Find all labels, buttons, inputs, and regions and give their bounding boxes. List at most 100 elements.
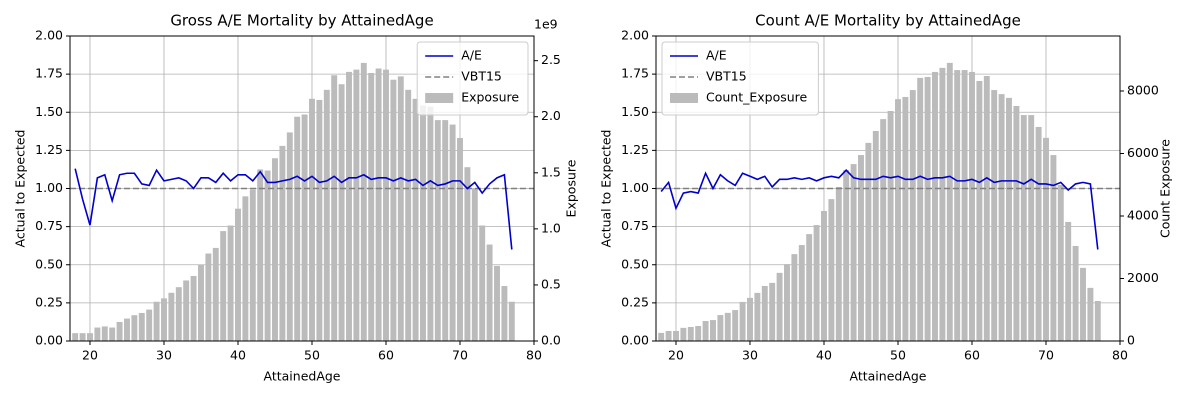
bar (501, 286, 508, 341)
bar (412, 98, 419, 341)
bar (710, 320, 716, 341)
legend-label: Count_Exposure (706, 90, 808, 105)
bar (146, 309, 153, 341)
bar (695, 326, 702, 341)
bar (87, 333, 93, 341)
bar (153, 301, 160, 341)
bar (872, 131, 879, 341)
bar (902, 96, 909, 341)
y2-axis-label: Count Exposure (1158, 139, 1173, 238)
y-tick-label: 2.00 (35, 28, 63, 43)
bar (946, 62, 953, 341)
bar (316, 99, 323, 342)
bar (1065, 221, 1072, 341)
bar (427, 106, 434, 342)
y-tick-label: 0.75 (621, 218, 649, 233)
y-tick-label: 1.25 (621, 142, 649, 157)
bar (1072, 246, 1079, 341)
bar (747, 297, 753, 341)
legend-label: VBT15 (461, 69, 502, 84)
x-tick-label: 80 (1112, 348, 1128, 363)
bar (346, 71, 352, 341)
bar (680, 327, 687, 341)
bar (1028, 115, 1035, 341)
bar (739, 301, 746, 341)
bar (338, 84, 345, 341)
y2-tick-label: 4000 (1127, 208, 1159, 223)
bar (673, 331, 679, 341)
x-tick-label: 50 (304, 348, 320, 363)
bar (724, 312, 731, 341)
bar (72, 333, 79, 341)
x-tick-label: 70 (452, 348, 468, 363)
bar (998, 94, 1005, 341)
bar (687, 326, 694, 341)
bar (235, 208, 241, 341)
y2-tick-label: 0.0 (541, 333, 561, 348)
bar (486, 244, 493, 341)
bar (264, 170, 271, 341)
bar (168, 292, 175, 341)
y2-tick-label: 1.0 (541, 220, 561, 235)
bar (828, 199, 835, 341)
x-tick-label: 30 (156, 348, 172, 363)
bar (175, 287, 182, 341)
chart-title: Count A/E Mortality by AttainedAge (755, 12, 1021, 30)
bar (784, 264, 790, 341)
bar (405, 89, 412, 341)
x-tick-label: 60 (964, 348, 980, 363)
bar (858, 155, 864, 341)
bar (279, 145, 286, 341)
legend-swatch (670, 93, 698, 103)
y-tick-label: 0.00 (35, 333, 63, 348)
bar (843, 170, 850, 341)
y-tick-label: 1.75 (621, 66, 649, 81)
bar (806, 234, 813, 341)
y2-tick-label: 1.5 (541, 164, 561, 179)
y-tick-label: 0.25 (35, 294, 63, 309)
bar (390, 79, 397, 341)
bar (1057, 185, 1064, 341)
bar (301, 114, 308, 341)
bar (286, 132, 293, 341)
bar (272, 158, 278, 341)
bar (961, 70, 968, 341)
legend-label: A/E (461, 48, 482, 63)
bar (1087, 287, 1094, 341)
x-tick-label: 40 (816, 348, 832, 363)
bar (471, 188, 478, 341)
subplot: 20 30 40 50 60 70 80 0.00 0.25 0.50 0.75 1.00 1.25 1.… (13, 12, 579, 384)
y2-tick-label: 2000 (1127, 270, 1159, 285)
y2-tick-label: 0.5 (541, 276, 561, 291)
x-tick-label: 70 (1038, 348, 1054, 363)
bar (754, 292, 761, 341)
bar (932, 71, 938, 341)
bar (732, 310, 739, 341)
bar (895, 99, 901, 341)
y-axis-label: Actual to Expected (599, 130, 614, 248)
bar (791, 254, 798, 341)
bar (813, 225, 820, 341)
y-tick-label: 1.50 (621, 104, 649, 119)
bar (94, 327, 101, 341)
legend-label: Exposure (461, 90, 519, 105)
bar (323, 89, 330, 341)
bar (138, 312, 145, 341)
x-tick-label: 20 (82, 348, 98, 363)
bar (464, 167, 471, 341)
y-tick-label: 0.50 (621, 256, 649, 271)
x-axis-label: AttainedAge (850, 369, 927, 384)
bar (1013, 106, 1020, 341)
bar (939, 67, 946, 341)
bar (353, 69, 360, 341)
y2-tick-label: 6000 (1127, 145, 1159, 160)
bar (294, 116, 301, 341)
x-tick-label: 40 (230, 348, 246, 363)
y-tick-label: 1.25 (35, 142, 63, 157)
bar (442, 120, 449, 341)
bar (1006, 97, 1012, 341)
x-tick-label: 20 (668, 348, 684, 363)
bar (457, 138, 463, 341)
bar (131, 315, 138, 341)
